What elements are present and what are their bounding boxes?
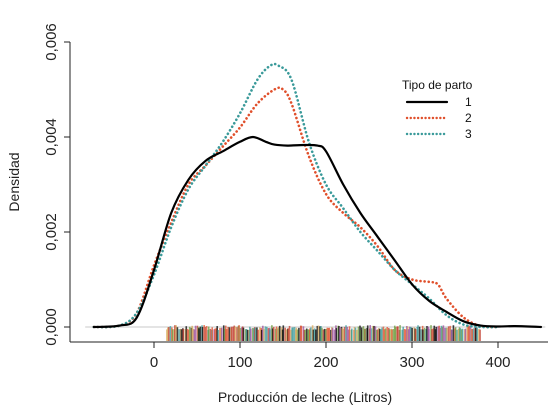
legend-label-2: 2 [465, 111, 472, 125]
legend-label-1: 1 [465, 95, 472, 109]
y-axis-title: Densidad [6, 152, 22, 211]
x-tick-label: 400 [485, 354, 510, 371]
legend: Tipo de parto 1 2 3 [402, 78, 473, 141]
series-line-3 [92, 62, 500, 329]
x-axis: 0 100 200 300 400 [150, 342, 511, 371]
series-line-1 [92, 135, 543, 329]
x-tick-label: 200 [313, 354, 338, 371]
y-tick-label: 0,000 [43, 308, 60, 346]
y-axis: 0,000 0,002 0,004 0,006 [43, 23, 70, 346]
x-tick-label: 0 [150, 354, 158, 371]
legend-label-3: 3 [465, 127, 472, 141]
x-tick-label: 100 [227, 354, 252, 371]
x-axis-title: Producción de leche (Litros) [218, 389, 392, 405]
series-lines [92, 62, 543, 329]
y-tick-label: 0,002 [43, 213, 60, 251]
series-line-2 [92, 86, 500, 329]
x-tick-label: 300 [399, 354, 424, 371]
y-tick-label: 0,004 [43, 118, 60, 156]
y-tick-label: 0,006 [43, 23, 60, 61]
rug-marks [166, 325, 481, 341]
plot-frame [69, 42, 548, 343]
legend-title: Tipo de parto [402, 78, 473, 92]
